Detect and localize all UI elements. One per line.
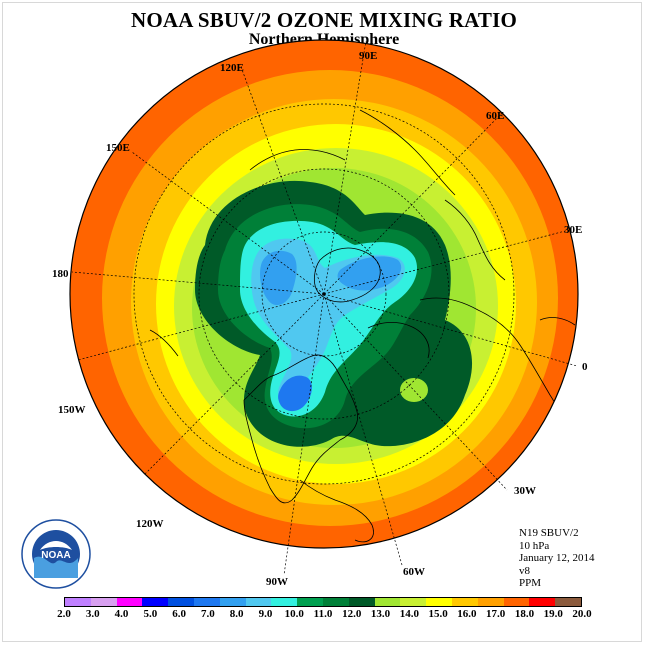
map-title: NOAA SBUV/2 OZONE MIXING RATIO xyxy=(131,8,517,32)
map-border xyxy=(69,39,579,549)
info-satellite: N19 SBUV/2 xyxy=(519,527,579,539)
lon-label-90w: 90W xyxy=(266,576,288,588)
band-dark-blue xyxy=(278,375,312,412)
colorbar-tick-label: 18.0 xyxy=(514,608,535,620)
colorbar-tick-label: 5.0 xyxy=(143,608,158,620)
lon-label-60e: 60E xyxy=(486,110,505,122)
colorbar-ticks: 2.0 3.0 4.0 5.0 6.0 7.0 8.0 9.0 10.0 11.0 12.0 13.0… xyxy=(0,608,648,622)
logo-text: NOAA xyxy=(41,550,70,561)
info-units: PPM xyxy=(519,577,542,589)
band-blue xyxy=(260,250,297,306)
lon-label-120w: 120W xyxy=(136,518,164,530)
lon-label-60w: 60W xyxy=(403,566,425,578)
colorbar-swatch xyxy=(529,598,556,606)
lon-label-90e: 90E xyxy=(359,50,378,62)
lon-label-30w: 30W xyxy=(514,485,536,497)
colorbar-tick-label: 10.0 xyxy=(284,608,304,620)
colorbar-tick-label: 17.0 xyxy=(486,608,506,620)
colorbar-swatch xyxy=(477,598,504,606)
colorbar-swatch xyxy=(555,598,581,606)
colorbar-swatch xyxy=(193,598,220,606)
colorbar-swatch xyxy=(219,598,246,606)
lon-label-0: 0 xyxy=(582,361,588,373)
info-date: January 12, 2014 xyxy=(519,552,595,564)
colorbar-swatch xyxy=(245,598,272,606)
colorbar-swatch xyxy=(503,598,530,606)
colorbar-swatch xyxy=(426,598,452,606)
colorbar-tick-label: 6.0 xyxy=(172,608,186,620)
colorbar-tick-label: 7.0 xyxy=(201,608,215,620)
colorbar-swatch xyxy=(451,598,478,606)
colorbar-swatch xyxy=(348,598,375,606)
image-frame xyxy=(2,2,642,642)
colorbar-swatch xyxy=(297,598,323,606)
colorbar-tick-label: 2.0 xyxy=(57,608,71,620)
colorbar-tick-label: 19.0 xyxy=(543,608,563,620)
pocket-light-green xyxy=(400,378,428,402)
lon-label-180: 180 xyxy=(52,268,69,280)
info-version: v8 xyxy=(519,564,530,577)
info-block: N19 SBUV/2 10 hPa January 12, 2014 v8 PP… xyxy=(519,527,594,590)
colorbar-swatch xyxy=(374,598,401,606)
colorbar-swatch xyxy=(65,598,91,606)
colorbar-swatch xyxy=(116,598,143,606)
band-blue-east xyxy=(337,256,402,291)
colorbar-tick-label: 20.0 xyxy=(572,608,592,620)
colorbar xyxy=(64,597,582,607)
lon-label-120e: 120E xyxy=(220,62,244,74)
colorbar-swatch xyxy=(322,598,349,606)
colorbar-swatch xyxy=(142,598,169,606)
colorbar-tick-label: 14.0 xyxy=(399,608,419,620)
colorbar-tick-label: 9.0 xyxy=(258,608,273,620)
info-pressure: 10 hPa xyxy=(519,539,550,552)
colorbar-swatch xyxy=(168,598,194,606)
colorbar-tick-label: 8.0 xyxy=(229,608,244,620)
lon-label-30e: 30E xyxy=(564,224,583,236)
colorbar-tick-label: 3.0 xyxy=(85,608,100,620)
colorbar-tick-label: 12.0 xyxy=(342,608,362,620)
noaa-logo: NOAA xyxy=(21,519,91,589)
colorbar-tick-label: 15.0 xyxy=(428,608,448,620)
colorbar-swatch xyxy=(400,598,427,606)
colorbar-tick-label: 11.0 xyxy=(313,608,333,620)
lon-label-150e: 150E xyxy=(106,142,130,154)
lon-label-150w: 150W xyxy=(58,404,86,416)
colorbar-swatch xyxy=(90,598,117,606)
colorbar-tick-label: 4.0 xyxy=(114,608,129,620)
colorbar-swatch xyxy=(271,598,298,606)
colorbar-tick-label: 13.0 xyxy=(370,608,391,620)
colorbar-tick-label: 16.0 xyxy=(457,608,477,620)
graticule xyxy=(71,40,578,576)
